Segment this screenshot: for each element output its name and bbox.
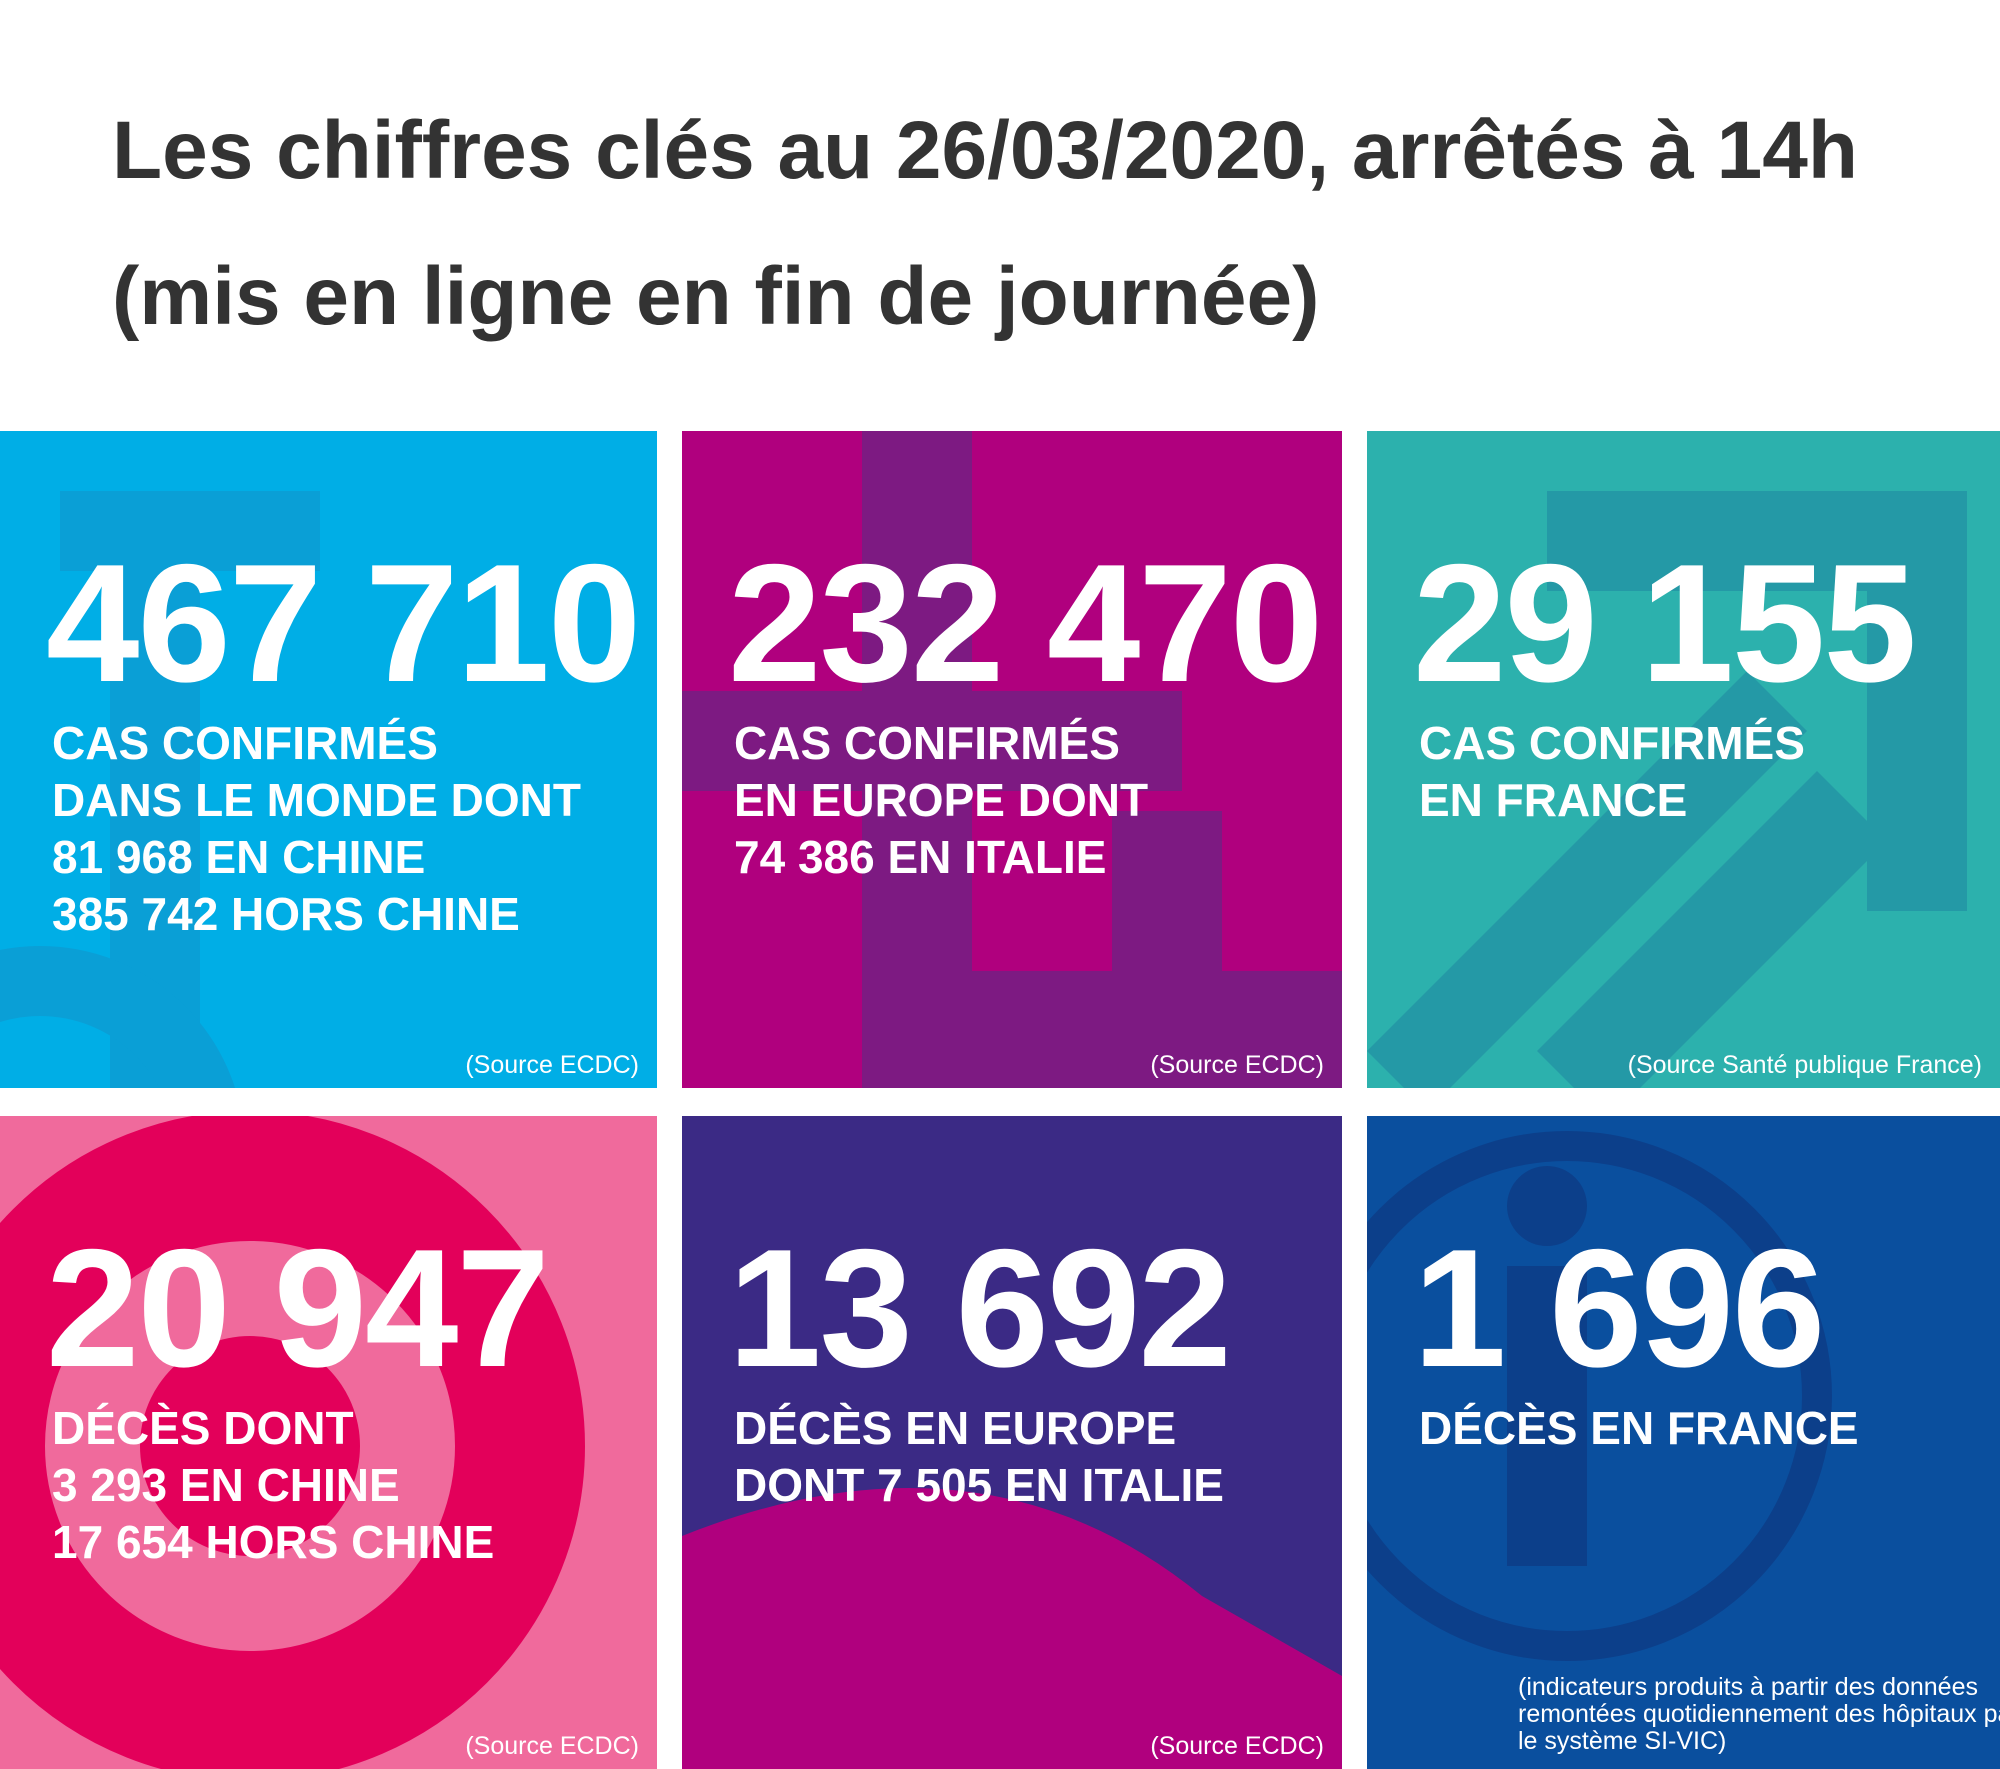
stat-number: 29 155 <box>1413 529 1917 717</box>
stat-label: 17 654 HORS CHINE <box>52 1516 495 1568</box>
stat-label: DONT 7 505 EN ITALIE <box>734 1459 1224 1511</box>
footnote: (indicateurs produits à partir des donné… <box>1518 1673 2000 1755</box>
stat-label: DANS LE MONDE DONT <box>52 774 581 826</box>
stat-tile: 29 155 CAS CONFIRMÉS EN FRANCE (Source Sant… <box>1367 431 2000 1088</box>
title: Les chiffres clés au 26/03/2020, arrêtés… <box>112 105 1858 342</box>
stat-label: 81 968 EN CHINE <box>52 831 426 883</box>
stat-label: DÉCÈS EN FRANCE <box>1419 1402 1859 1454</box>
stat-tile: 467 710 CAS CONFIRMÉS DANS LE MONDE DONT 81… <box>0 431 657 1088</box>
stat-label: 3 293 EN CHINE <box>52 1459 400 1511</box>
stat-label: CAS CONFIRMÉS <box>52 717 438 769</box>
stat-label: EN EUROPE DONT <box>734 774 1149 826</box>
tile-decoration <box>0 491 320 1088</box>
stat-label: CAS CONFIRMÉS <box>734 717 1120 769</box>
stat-number: 1 696 <box>1413 1214 1825 1402</box>
tile-decoration <box>1367 491 1967 1088</box>
stat-label: 385 742 HORS CHINE <box>52 888 520 940</box>
stat-number: 20 947 <box>46 1214 550 1402</box>
stat-number: 232 470 <box>728 529 1323 717</box>
stat-label: 74 386 EN ITALIE <box>734 831 1107 883</box>
stat-number: 13 692 <box>728 1214 1232 1402</box>
source: (Source Santé publique France) <box>1627 1051 1982 1079</box>
stat-number: 467 710 <box>46 529 641 717</box>
stat-label: DÉCÈS DONT <box>52 1402 354 1454</box>
stat-label: CAS CONFIRMÉS <box>1419 717 1805 769</box>
tile-decoration <box>0 1116 585 1769</box>
source: (Source ECDC) <box>1150 1051 1324 1079</box>
stat-label: DÉCÈS EN EUROPE <box>734 1402 1177 1454</box>
tile-decoration <box>1367 1131 1832 1661</box>
stat-tile: 13 692 DÉCÈS EN EUROPE DONT 7 505 EN ITALI… <box>682 1116 1342 1769</box>
source: (Source ECDC) <box>1150 1732 1324 1760</box>
tile-decoration <box>682 1488 1342 1769</box>
stat-label: EN FRANCE <box>1419 774 1688 826</box>
source: (Source ECDC) <box>465 1051 639 1079</box>
tile-decoration <box>682 431 1342 1088</box>
stat-tile: 1 696 DÉCÈS EN FRANCE (indicateurs produit… <box>1367 1116 2000 1769</box>
stat-tile: 232 470 CAS CONFIRMÉS EN EUROPE DONT 74 386… <box>682 431 1342 1088</box>
stat-tile: 20 947 DÉCÈS DONT 3 293 EN CHINE 17 654 HOR… <box>0 1116 657 1769</box>
source: (Source ECDC) <box>465 1732 639 1760</box>
